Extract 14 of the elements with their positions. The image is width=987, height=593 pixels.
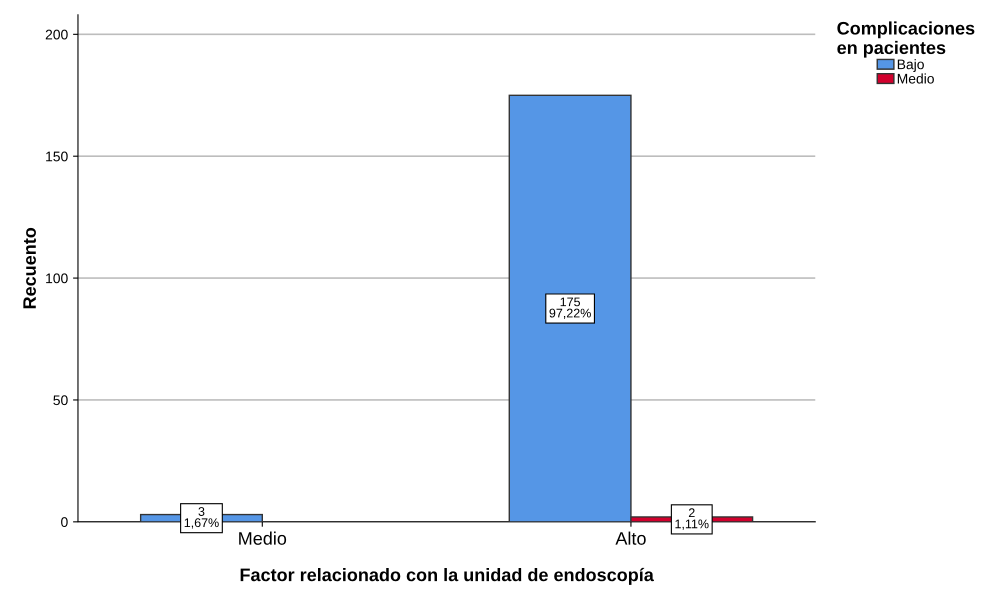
- x-axis-title: Factor relacionado con la unidad de endoscopía: [240, 568, 654, 585]
- data-label: 3 1,67%: [184, 507, 219, 529]
- legend-label: Bajo: [898, 59, 924, 72]
- y-tick-label: 150: [46, 152, 68, 162]
- y-axis-title: Recuento: [23, 228, 36, 308]
- legend-label: Medio: [898, 73, 934, 84]
- data-label: 175 97,22%: [550, 298, 591, 319]
- data-label: 2 1,11%: [675, 508, 709, 530]
- y-tick-label: 100: [46, 273, 68, 284]
- y-tick-label: 0: [61, 517, 68, 528]
- x-tick-label: Alto: [615, 532, 646, 545]
- y-tick-label: 200: [46, 30, 68, 40]
- legend-title: Complicaciones en pacientes: [837, 21, 974, 58]
- y-tick-label: 50: [53, 395, 68, 406]
